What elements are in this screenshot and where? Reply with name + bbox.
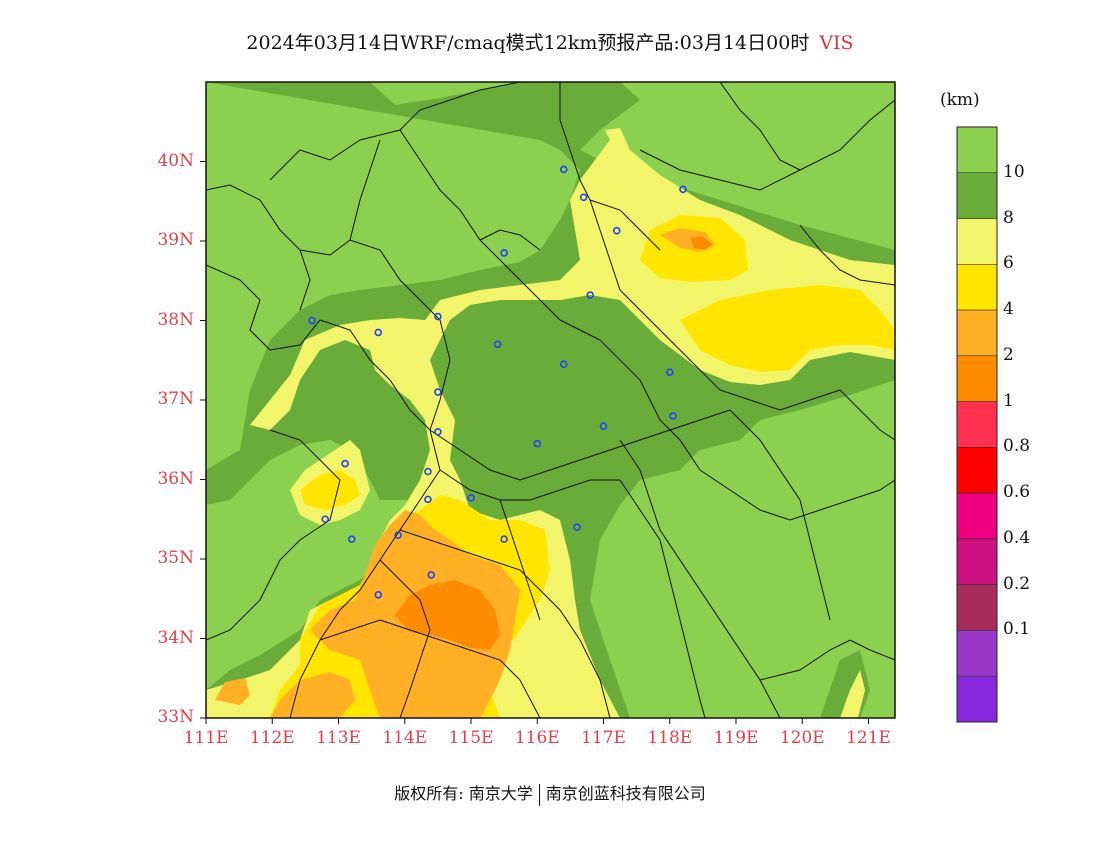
station-marker bbox=[679, 185, 687, 194]
station-marker bbox=[573, 523, 581, 532]
station-marker bbox=[374, 590, 383, 599]
footer-separator bbox=[538, 783, 540, 806]
station-marker bbox=[669, 412, 677, 420]
station-marker bbox=[665, 368, 674, 376]
boundary-lines bbox=[206, 82, 895, 718]
lon-label: 121E bbox=[846, 728, 891, 748]
colorbar-swatch bbox=[956, 309, 998, 357]
station-marker bbox=[424, 495, 432, 504]
lat-label: 34N bbox=[157, 627, 194, 648]
colorbar-label: 0.8 bbox=[1003, 436, 1031, 457]
lon-label: 116E bbox=[514, 728, 560, 748]
station-marker bbox=[434, 388, 442, 396]
colorbar-swatch bbox=[956, 172, 998, 219]
station-marker bbox=[599, 422, 608, 431]
axis-ticks bbox=[200, 161, 869, 724]
lon-label: 118E bbox=[647, 728, 693, 748]
station-marker bbox=[374, 328, 383, 337]
station-marker bbox=[341, 459, 349, 468]
colorbar-label: 2 bbox=[1003, 344, 1014, 365]
colorbar-swatch bbox=[956, 538, 998, 585]
station-marker bbox=[533, 439, 542, 448]
colorbar-label: 0.6 bbox=[1003, 482, 1031, 503]
colorbar-label: 6 bbox=[1003, 253, 1014, 274]
plot-area bbox=[206, 82, 895, 718]
colorbar-label: 4 bbox=[1003, 299, 1014, 320]
footer-right: 南京创蓝科技有限公司 bbox=[545, 784, 706, 803]
station-markers bbox=[308, 165, 687, 599]
title-variable: VIS bbox=[819, 32, 854, 54]
lat-label: 40N bbox=[157, 150, 194, 171]
lon-label: 117E bbox=[581, 728, 626, 748]
lat-label: 35N bbox=[157, 548, 194, 568]
station-marker bbox=[559, 165, 568, 174]
colorbar-label: 1 bbox=[1003, 390, 1014, 411]
lon-label: 114E bbox=[382, 728, 428, 748]
lon-label: 113E bbox=[316, 728, 361, 748]
colorbar-swatch bbox=[956, 447, 998, 494]
lon-label: 115E bbox=[448, 728, 494, 748]
map-title: 2024年03月14日WRF/cmaq模式12km预报产品:03月14日00时 V… bbox=[0, 28, 1100, 55]
colorbar-swatch bbox=[956, 264, 998, 311]
colorbar-swatch bbox=[956, 675, 998, 723]
colorbar-swatch bbox=[956, 630, 998, 677]
colorbar-label: 0.2 bbox=[1003, 573, 1031, 594]
colorbar-swatch bbox=[956, 584, 998, 631]
colorbar-label: 0.4 bbox=[1003, 527, 1031, 548]
colorbar bbox=[956, 126, 998, 723]
lat-label: 39N bbox=[157, 230, 194, 250]
station-marker bbox=[500, 249, 508, 257]
station-marker bbox=[427, 571, 436, 579]
station-marker bbox=[394, 531, 402, 539]
station-marker bbox=[586, 291, 595, 299]
colorbar-label: 10 bbox=[1003, 161, 1025, 182]
lat-label: 38N bbox=[157, 309, 194, 330]
colorbar-label: 0.1 bbox=[1003, 619, 1031, 640]
colorbar-swatch bbox=[956, 492, 998, 540]
station-marker bbox=[493, 340, 502, 349]
lon-label: 120E bbox=[779, 728, 825, 748]
station-marker bbox=[467, 493, 475, 502]
title-main: 2024年03月14日WRF/cmaq模式12km预报产品:03月14日00时 bbox=[246, 32, 810, 54]
station-marker bbox=[500, 535, 508, 543]
lat-label: 36N bbox=[157, 468, 194, 489]
footer-left: 版权所有: 南京大学 bbox=[394, 784, 533, 803]
colorbar-label: 8 bbox=[1003, 207, 1014, 228]
station-marker bbox=[559, 360, 568, 369]
lat-label: 37N bbox=[157, 389, 194, 409]
station-marker bbox=[308, 316, 316, 325]
lon-label: 111E bbox=[183, 728, 229, 748]
colorbar-swatch bbox=[956, 355, 998, 402]
station-marker bbox=[579, 193, 588, 202]
colorbar-swatch bbox=[956, 218, 998, 265]
lat-label: 33N bbox=[157, 707, 194, 727]
station-marker bbox=[434, 312, 442, 321]
colorbar-frame bbox=[956, 126, 998, 723]
colorbar-swatch bbox=[956, 126, 998, 174]
station-marker bbox=[424, 467, 432, 476]
station-marker bbox=[434, 427, 442, 436]
region-1-2 bbox=[395, 236, 712, 650]
station-marker bbox=[612, 226, 621, 235]
lon-label: 119E bbox=[713, 728, 759, 748]
copyright-footer: 版权所有: 南京大学 南京创蓝科技有限公司 bbox=[0, 780, 1100, 806]
station-marker bbox=[321, 515, 330, 524]
colorbar-swatch bbox=[956, 401, 998, 448]
station-marker bbox=[347, 535, 356, 543]
colorbar-unit: (km) bbox=[940, 90, 980, 110]
lon-label: 112E bbox=[249, 728, 295, 748]
